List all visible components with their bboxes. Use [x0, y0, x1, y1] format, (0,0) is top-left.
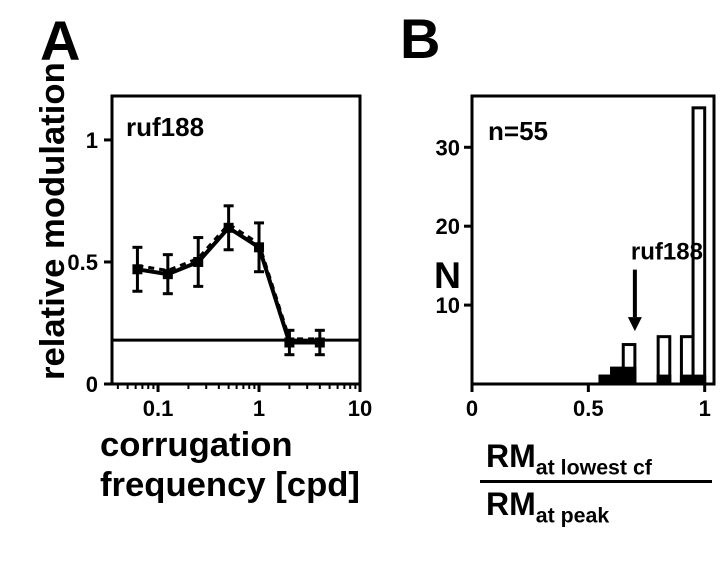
rm-num-prefix: RM: [486, 438, 536, 474]
panel-a-marker: [163, 269, 173, 279]
svg-text:n=55: n=55: [488, 116, 548, 146]
panel-a-xlabel-line2: frequency [cpd]: [100, 466, 360, 506]
panel-a-xlabel: corrugation frequency [cpd]: [100, 426, 360, 506]
svg-text:0.5: 0.5: [67, 250, 98, 275]
svg-text:30: 30: [436, 135, 460, 160]
svg-text:10: 10: [348, 396, 372, 421]
svg-text:0.1: 0.1: [143, 396, 174, 421]
panel-a-xlabel-line1: corrugation: [100, 426, 360, 466]
svg-text:20: 20: [436, 214, 460, 239]
svg-text:0.5: 0.5: [573, 396, 604, 421]
panel-a-marker: [254, 242, 264, 252]
panel-b-xlabel-denominator: RMat peak: [486, 486, 609, 528]
svg-text:ruf188: ruf188: [126, 112, 204, 142]
panel-a-marker: [315, 338, 325, 348]
rm-den-sub: at peak: [536, 503, 610, 527]
svg-text:ruf188: ruf188: [631, 239, 703, 266]
panel-a-marker: [132, 264, 142, 274]
panel-b-xlabel-fracline: [480, 480, 712, 483]
panel-b-ylabel-text: N: [434, 254, 461, 296]
svg-text:0: 0: [86, 372, 98, 397]
panel-a-marker: [224, 223, 234, 233]
panel-b-bar-filled: [612, 368, 624, 384]
svg-text:1: 1: [253, 396, 265, 421]
svg-text:0: 0: [466, 396, 478, 421]
rm-num-sub: at lowest cf: [536, 455, 652, 479]
svg-text:1: 1: [699, 396, 711, 421]
rm-den-prefix: RM: [486, 486, 536, 522]
panel-a-marker: [284, 338, 294, 348]
panel-b-xlabel-numerator: RMat lowest cf: [486, 438, 652, 480]
svg-text:1: 1: [86, 128, 98, 153]
panel-b-ylabel: N: [434, 254, 461, 297]
panel-a-marker: [193, 257, 203, 267]
figure-root: A B relative modulation 00.510.1110ruf18…: [0, 0, 720, 566]
panel-b-bar-filled: [623, 368, 635, 384]
